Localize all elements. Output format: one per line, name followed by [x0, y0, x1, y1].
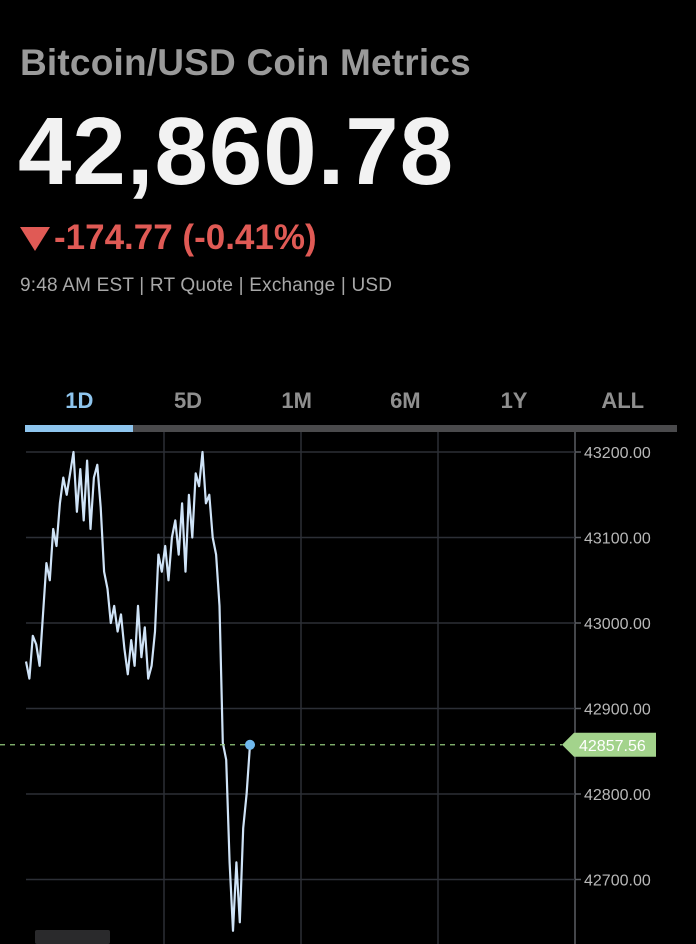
y-tick-label: 43100.00 — [584, 531, 651, 548]
tab-6m[interactable]: 6M — [390, 388, 421, 413]
current-price-tag-label: 42857.56 — [579, 738, 646, 755]
current-price-tag — [562, 732, 656, 757]
current-price-dot — [245, 739, 255, 750]
tab-active-indicator — [25, 425, 133, 432]
down-triangle-icon — [20, 227, 50, 251]
price-change-value: -174.77 (-0.41%) — [54, 218, 317, 257]
y-tick-label: 42700.00 — [584, 873, 651, 890]
range-tabs: 1D 5D 1M 6M 1Y ALL — [25, 382, 677, 422]
tab-5d[interactable]: 5D — [173, 388, 203, 413]
price-chart[interactable]: 43200.00 43100.00 43000.00 42900.00 42800.00… — [0, 432, 696, 944]
price-change: -174.77 (-0.41%) — [20, 218, 317, 258]
tab-1d[interactable]: 1D — [65, 388, 94, 413]
y-tick-label: 42800.00 — [584, 787, 651, 804]
chart-scrollbar[interactable] — [35, 930, 110, 944]
instrument-title: Bitcoin/USD Coin Metrics — [20, 42, 471, 83]
current-price: 42,860.78 — [18, 98, 455, 205]
y-tick-label: 43200.00 — [584, 445, 651, 462]
tab-track — [25, 425, 677, 432]
price-line — [24, 450, 252, 932]
tab-1y[interactable]: 1Y — [500, 388, 528, 413]
tab-all[interactable]: ALL — [601, 388, 645, 413]
y-tick-label: 43000.00 — [584, 616, 651, 633]
tab-1m[interactable]: 1M — [281, 388, 312, 413]
quote-meta: 9:48 AM EST | RT Quote | Exchange | USD — [20, 275, 393, 296]
y-tick-label: 42900.00 — [584, 702, 651, 719]
